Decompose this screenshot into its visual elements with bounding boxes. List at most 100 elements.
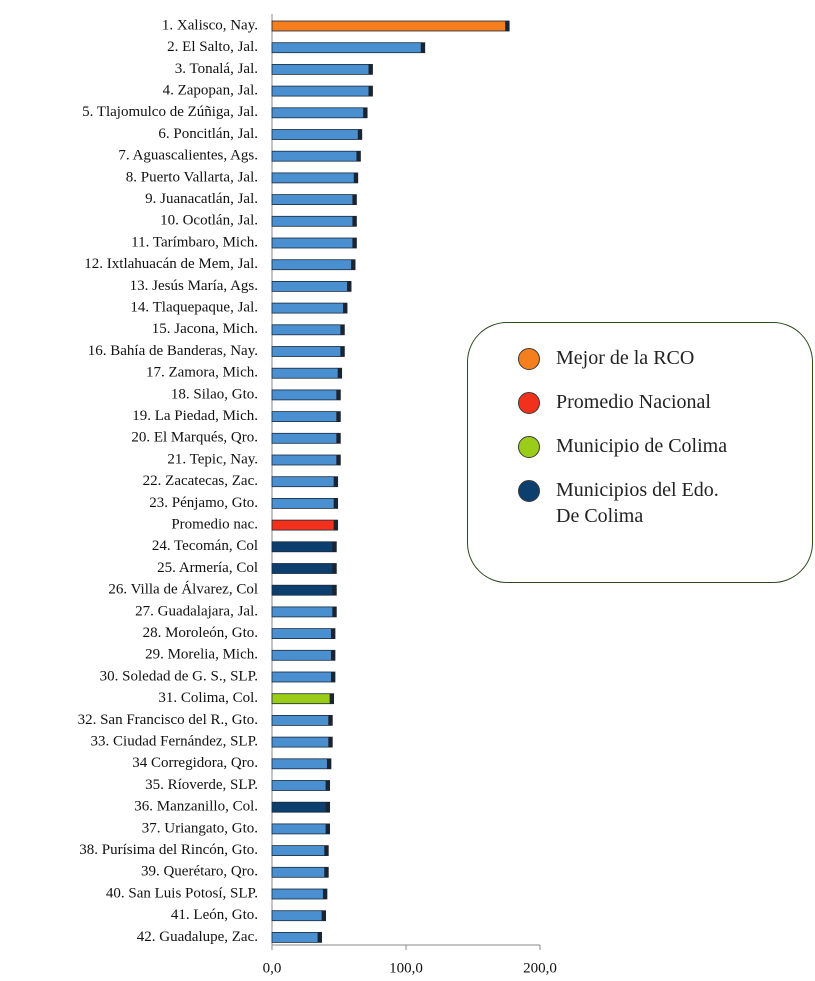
bar <box>271 107 368 119</box>
legend-label: Municipios del Edo. De Colima <box>556 479 719 527</box>
bar-end <box>352 216 357 227</box>
bar-end <box>324 867 329 878</box>
bar <box>271 346 345 357</box>
bar <box>271 736 333 748</box>
y-tick-label: 39. Querétaro, Qro. <box>141 864 258 880</box>
bar <box>271 910 326 922</box>
y-tick-label: 26. Villa de Álvarez, Col <box>108 581 258 598</box>
y-tick-label: 13. Jesús María, Ags. <box>130 278 258 294</box>
y-tick-label: 36. Manzanillo, Col. <box>134 799 258 815</box>
bar <box>271 606 337 618</box>
legend-item: Promedio Nacional <box>518 389 802 415</box>
bar-end <box>330 628 335 639</box>
y-tick-label: 28. Moroleón, Gto. <box>143 625 258 641</box>
bar <box>271 932 322 943</box>
bar-end <box>336 389 341 400</box>
bar-end <box>347 281 352 292</box>
y-tick-label: 1. Xalisco, Nay. <box>162 17 258 33</box>
bar <box>271 519 339 531</box>
legend-swatch <box>518 480 540 502</box>
y-tick-label: 9. Juanacatlán, Jal. <box>145 191 258 207</box>
y-tick-label: Promedio nac. <box>171 517 258 533</box>
bar <box>271 476 339 488</box>
bar-end <box>330 650 335 661</box>
y-tick-label: 4. Zapopan, Jal. <box>163 83 258 99</box>
y-tick-label: 42. Guadalupe, Zac. <box>137 929 258 945</box>
bar <box>271 801 331 813</box>
bar <box>271 823 331 835</box>
bar-end <box>352 194 357 205</box>
y-tick-label: 11. Tarímbaro, Mich. <box>131 234 258 250</box>
x-tick-label: 100,0 <box>389 960 423 976</box>
bar-end <box>332 585 337 596</box>
bar-end <box>328 737 333 748</box>
y-tick-label: 32. San Francisco del R., Gto. <box>78 712 258 728</box>
bar-end <box>322 889 327 899</box>
bar-end <box>324 845 329 856</box>
y-tick-label: 2. El Salto, Jal. <box>167 39 258 55</box>
legend-swatch <box>518 392 540 414</box>
bar-end <box>332 541 337 552</box>
bar <box>271 367 343 379</box>
y-tick-label: 40. San Luis Potosí, SLP. <box>106 885 258 901</box>
bar-end <box>340 324 345 335</box>
bar-end <box>368 64 373 75</box>
bar-end <box>368 86 373 97</box>
bar <box>271 85 373 97</box>
bar-end <box>333 520 338 531</box>
y-tick-label: 5. Tlajomulco de Zúñiga, Jal. <box>82 104 258 120</box>
bar-end <box>326 758 331 769</box>
bar-end <box>336 433 341 444</box>
y-tick-label: 23. Pénjamo, Gto. <box>149 495 258 511</box>
bar-end <box>343 303 348 314</box>
bar <box>271 150 361 162</box>
bar-end <box>505 21 510 31</box>
y-tick-label: 14. Tlaquepaque, Jal. <box>130 300 258 316</box>
y-tick-label: 38. Purísima del Rincón, Gto. <box>79 842 258 858</box>
y-tick-label: 18. Silao, Gto. <box>171 386 258 402</box>
y-tick-label: 35. Ríoverde, SLP. <box>145 777 258 793</box>
bar-end <box>351 259 356 270</box>
bar-end <box>333 476 338 487</box>
bar <box>271 715 333 726</box>
y-tick-label: 12. Ixtlahuacán de Mem, Jal. <box>84 256 258 272</box>
bar-end <box>332 563 337 574</box>
bar-end <box>317 932 322 943</box>
y-tick-label: 29. Morelia, Mich. <box>145 647 258 663</box>
bar-end <box>321 910 326 921</box>
y-tick-label: 17. Zamora, Mich. <box>146 365 258 381</box>
y-tick-label: 31. Colima, Col. <box>158 690 258 706</box>
bar <box>271 172 359 184</box>
bar <box>271 628 336 639</box>
bar <box>271 215 357 227</box>
y-tick-label: 21. Tepic, Nay. <box>167 451 258 467</box>
bar <box>271 888 328 900</box>
bar <box>271 194 357 206</box>
y-tick-label: 30. Soledad de G. S., SLP. <box>100 668 258 684</box>
bar-end <box>325 802 330 813</box>
y-tick-label: 41. León, Gto. <box>171 907 258 923</box>
bar <box>271 324 345 336</box>
bar <box>271 497 339 509</box>
bar <box>271 129 363 140</box>
bar-end <box>336 455 341 465</box>
y-tick-label: 6. Poncitlán, Jal. <box>158 126 258 142</box>
legend-item: Mejor de la RCO <box>518 345 802 371</box>
bar-end <box>352 238 357 248</box>
legend-label: Mejor de la RCO <box>556 347 695 369</box>
bar <box>271 671 336 683</box>
bar-end <box>336 411 341 422</box>
bar-end <box>325 823 330 834</box>
legend-item: Municipios del Edo. De Colima <box>518 477 802 529</box>
legend: Mejor de la RCO Promedio Nacional Municipi… <box>467 322 813 583</box>
bar <box>271 454 341 466</box>
bar <box>271 432 341 444</box>
y-tick-label: 7. Aguascalientes, Ags. <box>118 148 258 164</box>
y-tick-label: 16. Bahía de Banderas, Nay. <box>88 343 258 359</box>
y-tick-label: 15. Jacona, Mich. <box>152 321 258 337</box>
bar <box>271 302 348 314</box>
bar-end <box>420 42 425 53</box>
bar <box>271 563 337 574</box>
